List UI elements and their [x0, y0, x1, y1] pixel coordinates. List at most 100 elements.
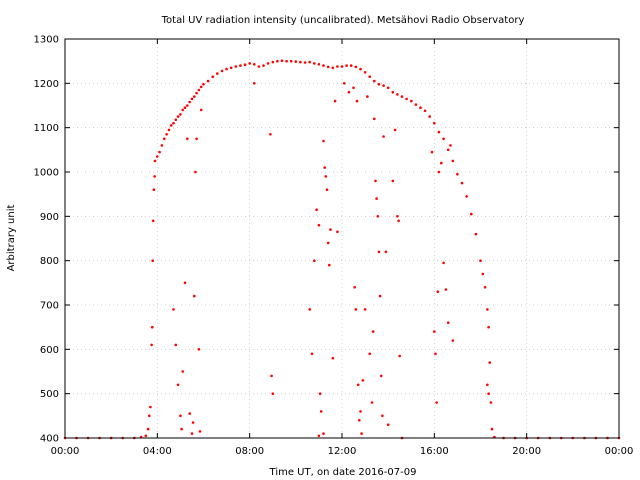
data-point: [440, 161, 443, 165]
data-point: [153, 175, 156, 178]
data-point: [148, 414, 151, 418]
plot-frame: [64, 38, 620, 439]
data-point: [253, 82, 256, 85]
data-point: [410, 99, 413, 103]
data-point: [396, 215, 399, 218]
data-point: [299, 60, 302, 64]
data-point: [165, 133, 168, 136]
data-point: [375, 197, 378, 200]
data-point: [354, 65, 358, 69]
data-point: [151, 219, 155, 223]
data-point: [358, 419, 361, 422]
data-point: [158, 150, 161, 154]
data-point: [373, 117, 376, 121]
data-point: [150, 343, 153, 347]
data-point: [328, 263, 331, 267]
data-point: [188, 412, 191, 415]
data-point: [451, 159, 455, 163]
data-point: [479, 259, 482, 263]
data-point: [442, 261, 445, 265]
chart-title: Total UV radiation intensity (uncalibrat…: [161, 15, 525, 26]
data-point: [169, 124, 173, 127]
y-tick-label: 600: [40, 345, 59, 356]
data-point: [347, 90, 351, 94]
data-point: [257, 65, 261, 68]
data-point: [377, 82, 381, 86]
data-point: [172, 121, 175, 125]
data-point: [382, 84, 385, 87]
data-point: [340, 65, 344, 68]
y-tick-label: 1100: [34, 123, 59, 134]
data-point: [179, 113, 182, 116]
data-point: [151, 259, 154, 263]
data-point: [486, 383, 489, 387]
data-point: [483, 286, 487, 289]
data-point: [193, 294, 196, 298]
data-point: [356, 383, 360, 387]
data-point: [149, 405, 152, 409]
data-point: [363, 71, 367, 74]
data-point: [243, 63, 247, 66]
data-point: [183, 281, 187, 285]
data-point: [343, 82, 346, 85]
data-point: [325, 188, 329, 191]
data-point: [405, 97, 408, 101]
data-point: [381, 414, 384, 418]
data-point: [368, 75, 372, 78]
data-point: [303, 61, 307, 64]
data-point: [489, 401, 493, 404]
data-point: [336, 65, 339, 68]
data-point: [211, 75, 214, 78]
data-point: [234, 65, 238, 68]
data-point: [374, 179, 377, 183]
data-point: [371, 330, 375, 333]
data-point: [289, 59, 293, 63]
data-point: [313, 259, 316, 263]
data-point: [313, 62, 316, 65]
data-point: [239, 64, 242, 67]
data-point: [151, 325, 154, 329]
data-point: [490, 427, 494, 431]
data-point: [487, 392, 490, 396]
data-point: [396, 93, 399, 96]
data-point: [419, 106, 422, 109]
data-point: [190, 432, 194, 435]
data-point: [430, 150, 434, 154]
data-point: [318, 392, 322, 396]
x-tick-label: 08:00: [235, 446, 264, 457]
data-point: [206, 79, 210, 83]
data-point: [382, 135, 385, 138]
x-axis-ticks: 00:00 04:00 08:00 12:00 16:00 20:00 00:00: [51, 39, 633, 457]
data-point: [437, 130, 441, 134]
data-point: [179, 414, 182, 418]
data-point: [397, 219, 400, 223]
data-point: [202, 82, 205, 86]
data-points: [63, 59, 621, 440]
data-point: [376, 215, 380, 218]
data-point: [456, 172, 459, 176]
data-point: [262, 64, 265, 67]
data-point: [188, 100, 191, 104]
data-point: [446, 148, 450, 152]
data-point: [481, 272, 485, 276]
data-point: [465, 195, 468, 198]
data-point: [349, 64, 353, 67]
data-point: [315, 208, 318, 211]
data-point: [359, 410, 362, 413]
data-point: [317, 434, 321, 438]
data-point: [359, 67, 362, 71]
y-tick-label: 500: [40, 389, 59, 400]
data-point: [181, 108, 184, 112]
data-point: [331, 356, 335, 360]
data-point: [378, 294, 382, 298]
data-point: [271, 60, 275, 64]
x-axis-label: Time UT, on date 2016-07-09: [269, 467, 417, 478]
data-point: [400, 95, 404, 98]
y-tick-label: 900: [40, 212, 59, 223]
data-point: [253, 63, 256, 66]
data-point: [199, 108, 203, 112]
x-tick-label: 20:00: [512, 446, 541, 457]
data-point: [487, 325, 490, 329]
y-tick-label: 700: [40, 301, 59, 312]
data-point: [329, 228, 332, 231]
